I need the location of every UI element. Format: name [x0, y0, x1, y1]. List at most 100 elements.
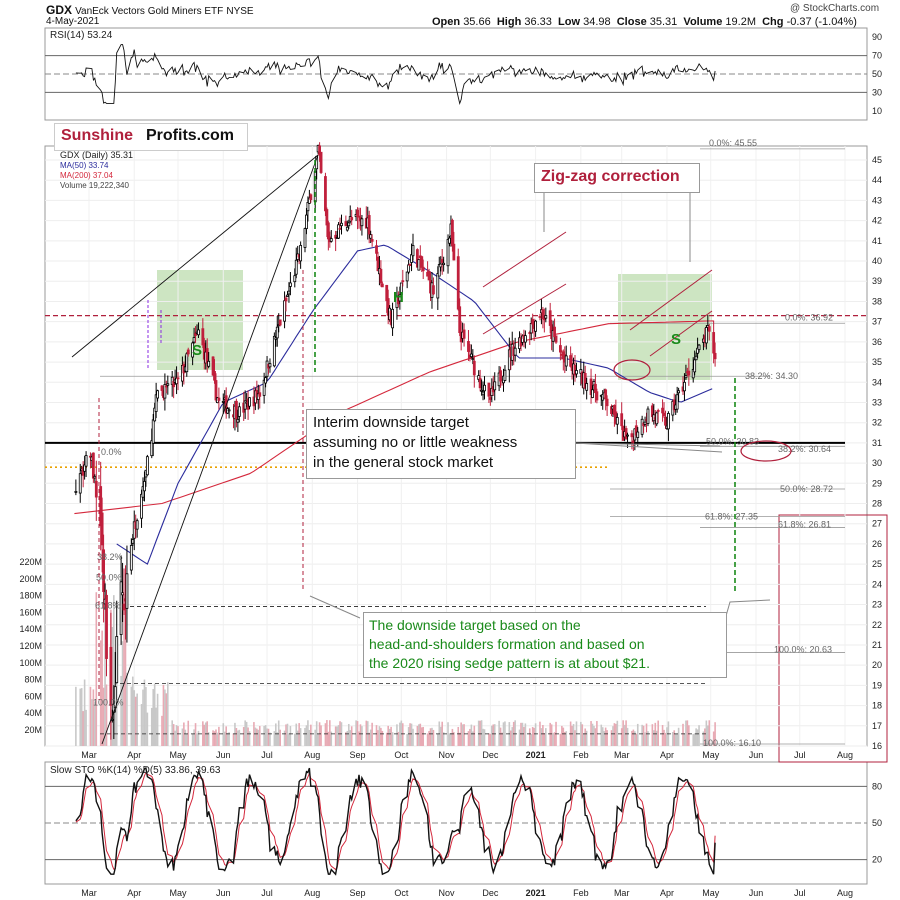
volume-bar — [553, 732, 556, 746]
volume-bar — [641, 724, 643, 746]
volume-bar — [561, 725, 563, 746]
x-tick-label: Aug — [837, 750, 853, 760]
projection-frame — [778, 514, 888, 763]
price-tick-label: 18 — [872, 701, 882, 711]
volume-bar — [258, 726, 261, 746]
volume-bar — [524, 723, 527, 746]
volume-bar — [124, 609, 127, 746]
volume-bar — [133, 690, 136, 746]
volume-bar — [685, 720, 687, 746]
volume-bar — [218, 726, 220, 746]
candle-body — [694, 355, 698, 361]
sto-d-line — [75, 771, 716, 871]
volume-bar — [377, 730, 379, 746]
volume-bar — [396, 724, 398, 746]
candle-body — [369, 234, 373, 239]
volume-bar — [632, 729, 635, 746]
x-tick-label-bottom: May — [702, 888, 720, 898]
volume-bar — [482, 728, 484, 746]
volume-bar — [269, 732, 271, 746]
volume-bar — [275, 723, 277, 746]
candle-body — [286, 294, 289, 297]
volume-bar — [439, 726, 442, 746]
volume-bar — [501, 732, 503, 746]
x-tick-label: Jul — [261, 750, 273, 760]
price-tick-label: 36 — [872, 337, 882, 347]
candle-body — [564, 355, 568, 367]
candle-body — [531, 319, 535, 325]
volume-bar — [610, 730, 613, 746]
volume-bar — [232, 733, 235, 746]
x-tick-label-bottom: Dec — [482, 888, 499, 898]
volume-bar — [472, 731, 474, 746]
candle-body — [93, 476, 97, 479]
volume-bar — [102, 687, 105, 746]
volume-bar — [397, 731, 400, 746]
volume-bar — [146, 712, 149, 746]
price-tick-label: 28 — [872, 499, 882, 509]
volume-bar — [257, 729, 260, 746]
volume-bar — [375, 725, 378, 746]
volume-bar — [661, 725, 664, 746]
price-tick-label: 30 — [872, 458, 882, 468]
candle-body — [214, 380, 218, 401]
candle-body — [122, 603, 126, 611]
volume-bar — [437, 733, 439, 746]
candle-body — [462, 329, 466, 339]
volume-bar — [483, 729, 486, 746]
candle-body — [340, 222, 343, 227]
volume-bar — [95, 592, 98, 746]
exchange-name: NYSE — [226, 6, 254, 17]
price-tick-label: 16 — [872, 741, 882, 751]
volume-bar — [663, 729, 665, 746]
volume-bar — [212, 730, 214, 746]
price-tick-label: 29 — [872, 478, 882, 488]
volume-bar — [552, 733, 554, 746]
candle-body — [446, 239, 450, 267]
price-tick-label: 45 — [872, 155, 882, 165]
open-value: 35.66 — [463, 16, 491, 28]
candle-body — [309, 194, 313, 201]
volume-bar — [371, 722, 373, 746]
volume-bar — [407, 727, 410, 746]
fib-label: 0.0%: 36.92 — [785, 312, 833, 322]
fib-label: 100.0% — [93, 698, 124, 708]
candle-body — [100, 512, 104, 546]
candle-body — [94, 480, 98, 498]
volume-bar — [441, 721, 443, 746]
candle-body — [548, 310, 552, 326]
candle-body — [338, 227, 342, 230]
volume-bar — [714, 722, 716, 746]
candle-body — [221, 401, 225, 403]
high-value: 36.33 — [524, 16, 552, 28]
candle-body — [217, 397, 221, 401]
price-tick-label: 22 — [872, 620, 882, 630]
volume-bar — [296, 730, 299, 746]
volume-bar — [412, 728, 414, 746]
volume-bar — [349, 730, 352, 746]
volume-legend: Volume 19,222,340 — [60, 181, 129, 190]
zigzag-label: Zig-zag correction — [534, 163, 700, 193]
candle-body — [293, 275, 297, 283]
volume-bar — [197, 730, 200, 746]
volume-bar — [295, 723, 298, 746]
candle-body — [415, 249, 419, 268]
volume-bar — [581, 724, 584, 746]
volume-bar — [113, 595, 115, 746]
x-tick-label: May — [170, 750, 188, 760]
candle-body — [306, 202, 310, 212]
right-shoulder-label: S — [671, 331, 682, 348]
candle-body — [109, 646, 113, 706]
candle-body — [483, 384, 486, 392]
volume-bar — [600, 724, 603, 746]
volume-bar — [695, 728, 697, 746]
candle-body — [538, 316, 542, 318]
volume-bar — [89, 686, 92, 746]
volume-bar — [622, 720, 624, 746]
volume-bar — [276, 732, 279, 746]
volume-bar — [165, 693, 168, 746]
candle-body — [478, 377, 482, 389]
volume-bar — [264, 725, 267, 746]
right-shoulder-box — [618, 274, 712, 380]
sto-tick-label: 80 — [872, 781, 882, 791]
